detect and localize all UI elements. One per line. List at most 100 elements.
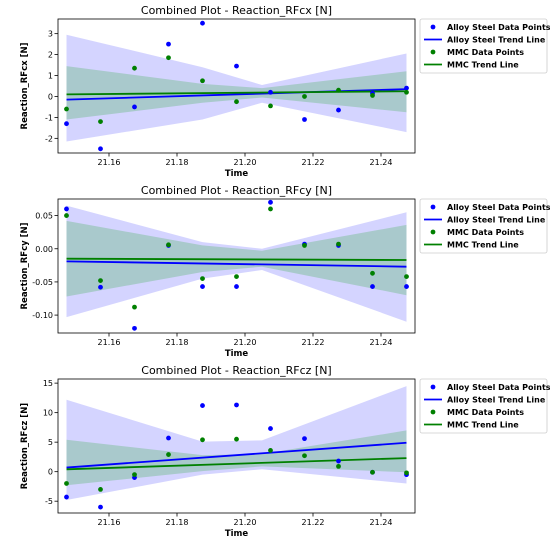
chart-title: Combined Plot - Reaction_RFcx [N] xyxy=(141,4,332,17)
legend-label: Alloy Steel Data Points xyxy=(447,383,550,392)
data-point xyxy=(166,452,171,457)
legend-label: MMC Trend Line xyxy=(447,241,519,250)
legend-marker-icon xyxy=(430,409,436,415)
chart-title: Combined Plot - Reaction_RFcy [N] xyxy=(141,184,332,197)
data-point xyxy=(132,472,137,478)
data-point xyxy=(132,304,137,310)
data-point xyxy=(404,89,409,95)
data-point xyxy=(404,284,409,289)
legend-label: MMC Data Points xyxy=(447,408,524,417)
legend-label: MMC Trend Line xyxy=(447,61,519,70)
data-point xyxy=(302,436,307,442)
legend: Alloy Steel Data Points Alloy Steel Trend… xyxy=(419,198,550,254)
data-point xyxy=(98,284,103,290)
legend-frame xyxy=(419,198,548,254)
data-point xyxy=(336,87,341,93)
data-point xyxy=(336,463,341,469)
legend-label: MMC Data Points xyxy=(447,48,524,57)
chart-panel-3: 21.16 21.18 21.20 21.22 21.24 -5 0 5 10 15 Combine… xyxy=(20,364,550,539)
plot-area xyxy=(64,199,409,331)
legend-label: MMC Data Points xyxy=(447,228,524,237)
data-point xyxy=(302,94,307,99)
x-tick-label: 21.22 xyxy=(302,338,325,347)
data-point xyxy=(234,99,239,105)
x-tick-label: 21.24 xyxy=(370,158,393,167)
confidence-band-2 xyxy=(66,386,407,500)
legend-marker-icon xyxy=(430,49,436,55)
confidence-band-2 xyxy=(66,34,407,142)
data-point xyxy=(234,63,239,69)
x-tick-label: 21.18 xyxy=(166,518,189,527)
y-tick-label: 10 xyxy=(43,409,53,418)
trend-line-4 xyxy=(66,457,407,471)
y-tick-label: 15 xyxy=(43,379,53,388)
data-point xyxy=(268,206,273,212)
legend-marker-icon xyxy=(430,204,436,210)
data-point xyxy=(268,103,273,109)
x-tick-label: 21.18 xyxy=(166,338,189,347)
data-point xyxy=(64,213,69,218)
x-tick-label: 21.20 xyxy=(234,338,257,347)
y-axis-label: Reaction_RFcy [N] xyxy=(20,222,30,309)
data-point xyxy=(200,20,205,26)
y-axis-label: Reaction_RFcx [N] xyxy=(20,42,30,129)
x-axis-label: Time xyxy=(225,529,249,539)
data-point xyxy=(200,78,205,84)
data-point xyxy=(98,278,103,283)
data-point xyxy=(132,104,137,110)
data-point xyxy=(166,41,171,47)
trend-line-4 xyxy=(66,90,407,96)
plot-area xyxy=(64,386,409,510)
data-point xyxy=(166,435,171,441)
data-point xyxy=(98,504,103,510)
data-point xyxy=(234,436,239,442)
data-point xyxy=(98,146,103,152)
y-tick-label: 2 xyxy=(48,51,53,60)
data-point xyxy=(200,284,205,289)
y-tick-label: -0.10 xyxy=(32,311,53,320)
legend: Alloy Steel Data Points Alloy Steel Trend… xyxy=(419,18,550,74)
data-point xyxy=(336,241,341,247)
chart-panel-2: 21.16 21.18 21.20 21.22 21.24 -0.10 -0.05 0.00 0… xyxy=(20,184,550,359)
data-point xyxy=(64,121,69,127)
data-point xyxy=(370,270,375,276)
x-tick-label: 21.16 xyxy=(98,518,121,527)
x-tick-label: 21.18 xyxy=(166,158,189,167)
y-tick-label: -0.05 xyxy=(32,278,53,287)
plot-frame xyxy=(57,378,416,514)
legend-marker-icon xyxy=(430,384,436,390)
confidence-band-4 xyxy=(66,430,407,486)
data-point xyxy=(98,119,103,124)
x-tick-label: 21.24 xyxy=(370,338,393,347)
y-tick-label: 0 xyxy=(48,92,53,101)
data-point xyxy=(132,65,137,71)
plot-frame xyxy=(57,198,416,334)
data-point xyxy=(64,481,69,486)
data-point xyxy=(404,470,409,476)
legend-label: Alloy Steel Data Points xyxy=(447,23,550,32)
x-tick-label: 21.24 xyxy=(370,518,393,527)
y-tick-label: -5 xyxy=(45,497,53,506)
x-tick-label: 21.22 xyxy=(302,158,325,167)
y-axis-label: Reaction_RFcz [N] xyxy=(20,403,30,489)
plot-frame xyxy=(57,18,416,154)
x-axis-label: Time xyxy=(225,169,249,179)
data-point xyxy=(234,284,239,289)
legend-label: Alloy Steel Trend Line xyxy=(447,396,546,405)
x-tick-label: 21.20 xyxy=(234,518,257,527)
legend-label: MMC Trend Line xyxy=(447,421,519,430)
chart-title: Combined Plot - Reaction_RFcz [N] xyxy=(141,364,331,377)
data-point xyxy=(234,402,239,408)
data-point xyxy=(404,85,409,91)
x-tick-label: 21.20 xyxy=(234,158,257,167)
y-tick-label: 0 xyxy=(48,468,53,477)
data-point xyxy=(132,325,137,331)
data-point xyxy=(64,206,69,212)
legend-frame xyxy=(419,378,548,434)
data-point xyxy=(98,486,103,492)
y-tick-label: 0.05 xyxy=(35,212,53,221)
legend-label: Alloy Steel Data Points xyxy=(447,203,550,212)
chart-panel-1: 21.16 21.18 21.20 21.22 21.24 -2 -1 0 1 2 3 Combine… xyxy=(20,4,550,179)
data-point xyxy=(268,89,273,95)
